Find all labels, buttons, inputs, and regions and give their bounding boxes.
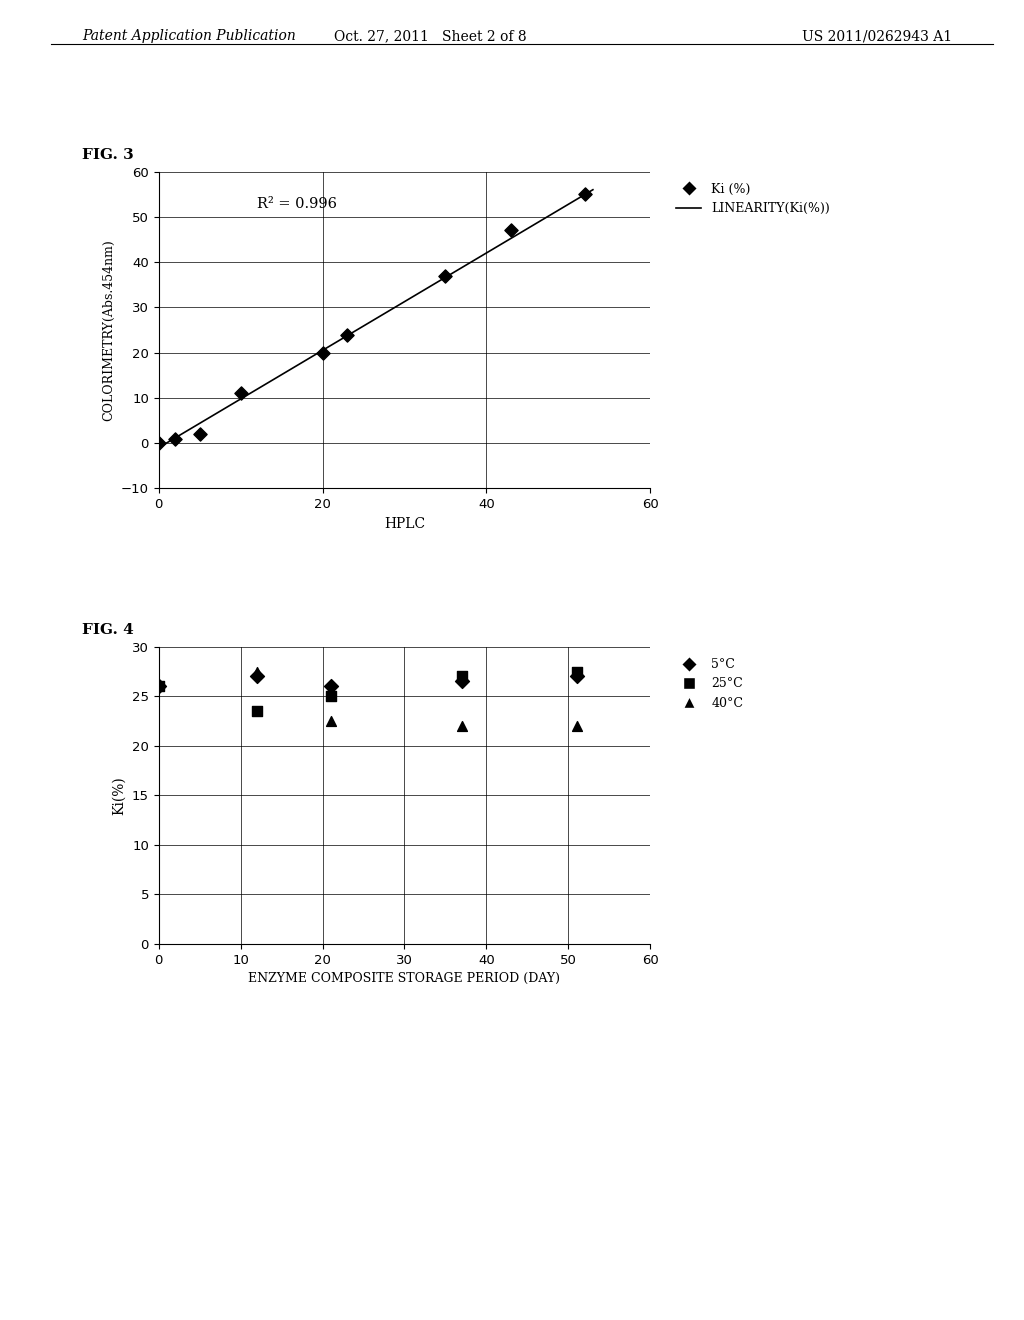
Text: US 2011/0262943 A1: US 2011/0262943 A1 — [802, 29, 952, 44]
Point — [314, 342, 331, 363]
Point — [249, 661, 265, 682]
Text: R² = 0.996: R² = 0.996 — [257, 197, 337, 211]
Point — [232, 383, 249, 404]
Point — [323, 710, 339, 731]
Point — [568, 661, 585, 682]
Text: Patent Application Publication: Patent Application Publication — [82, 29, 296, 44]
Text: FIG. 3: FIG. 3 — [82, 148, 134, 162]
Y-axis label: Ki(%): Ki(%) — [113, 776, 126, 814]
Point — [191, 424, 208, 445]
Point — [568, 665, 585, 686]
Point — [249, 701, 265, 722]
Legend: Ki (%), LINEARITY(Ki(%)): Ki (%), LINEARITY(Ki(%)) — [672, 178, 835, 220]
Point — [323, 686, 339, 708]
Point — [437, 265, 454, 286]
Point — [249, 665, 265, 686]
X-axis label: ENZYME COMPOSITE STORAGE PERIOD (DAY): ENZYME COMPOSITE STORAGE PERIOD (DAY) — [249, 972, 560, 985]
Point — [454, 671, 470, 692]
Point — [454, 665, 470, 686]
Point — [339, 323, 355, 345]
Point — [151, 676, 167, 697]
Point — [167, 428, 183, 449]
Point — [454, 715, 470, 737]
Point — [151, 433, 167, 454]
Point — [503, 220, 519, 242]
X-axis label: HPLC: HPLC — [384, 516, 425, 531]
Point — [323, 676, 339, 697]
Legend: 5°C, 25°C, 40°C: 5°C, 25°C, 40°C — [672, 653, 749, 714]
Y-axis label: COLORIMETRY(Abs.454nm): COLORIMETRY(Abs.454nm) — [102, 239, 116, 421]
Point — [577, 183, 593, 205]
Text: FIG. 4: FIG. 4 — [82, 623, 134, 638]
Text: Oct. 27, 2011   Sheet 2 of 8: Oct. 27, 2011 Sheet 2 of 8 — [334, 29, 526, 44]
Point — [151, 676, 167, 697]
Point — [568, 715, 585, 737]
